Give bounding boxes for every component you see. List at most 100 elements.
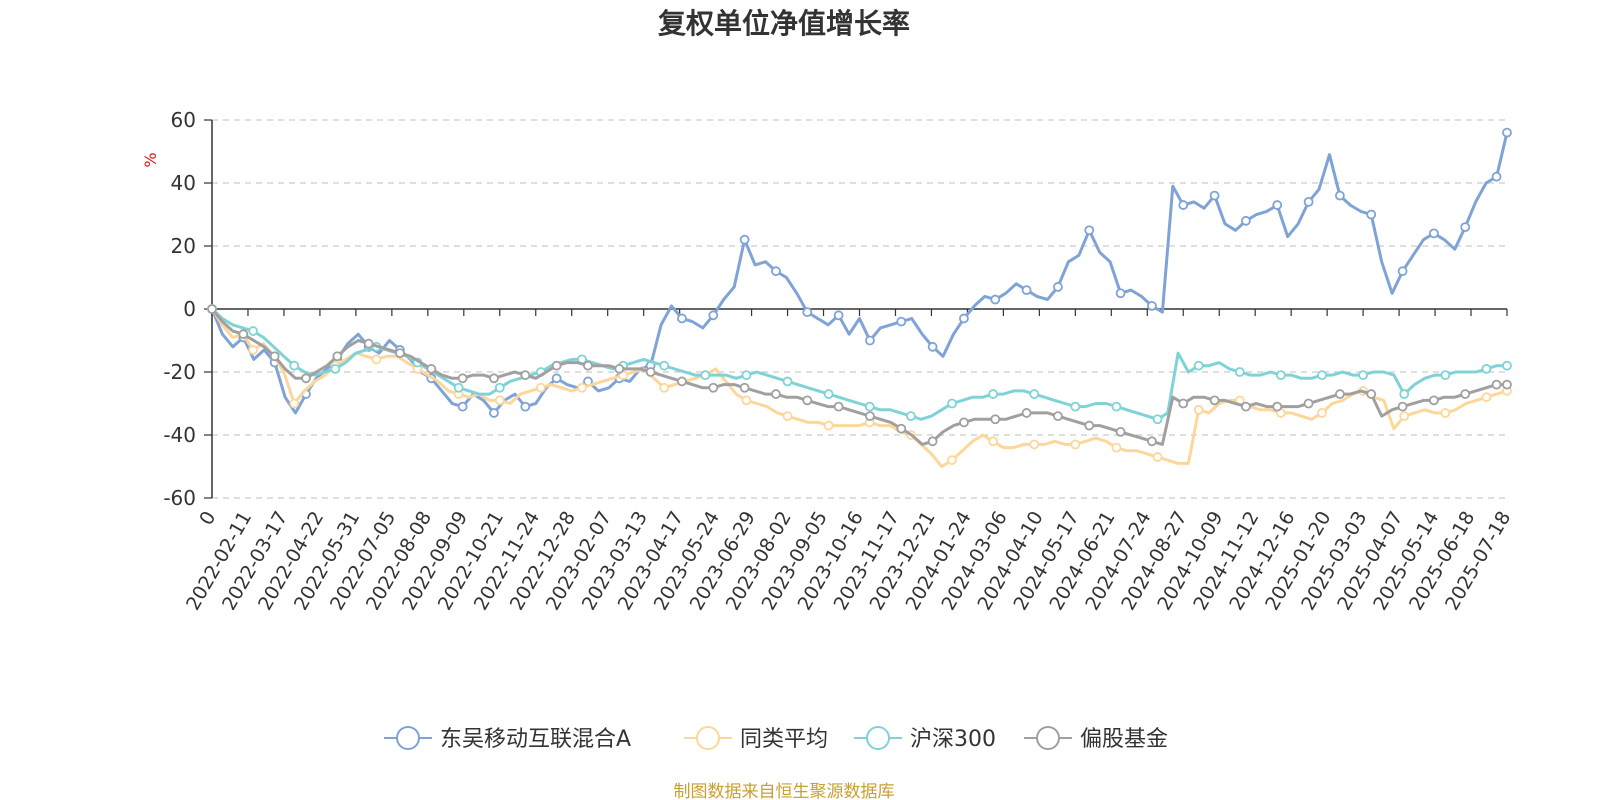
- series-point: [959, 417, 969, 428]
- legend-item-3[interactable]: 偏股基金: [1024, 726, 1168, 752]
- y-tick-label: 0: [183, 297, 196, 321]
- series-point: [1317, 370, 1327, 381]
- series-point: [708, 310, 719, 321]
- series-point: [1115, 426, 1126, 437]
- legend-marker: [396, 726, 420, 750]
- series-point: [905, 411, 916, 422]
- series-point: [1460, 389, 1471, 399]
- series-point: [520, 370, 531, 381]
- y-tick-label: -40: [163, 423, 196, 447]
- series-point: [771, 266, 781, 277]
- legend-label: 沪深300: [910, 727, 996, 752]
- series-point: [583, 360, 593, 371]
- legend[interactable]: 东吴移动互联混合A 同类平均 沪深300 偏股基金: [384, 726, 1168, 752]
- series-point: [1303, 398, 1314, 409]
- legend-item-2[interactable]: 沪深300: [854, 726, 996, 752]
- series-point: [927, 341, 938, 352]
- series-point: [248, 345, 259, 355]
- series-point: [1193, 404, 1204, 415]
- series-point: [823, 389, 834, 399]
- series-point: [551, 360, 562, 371]
- legend-item-0[interactable]: 东吴移动互联混合A: [384, 726, 631, 752]
- series-3: [207, 304, 1512, 447]
- legend-label: 偏股基金: [1080, 727, 1168, 752]
- legend-marker: [696, 726, 720, 750]
- series-point: [1178, 200, 1189, 210]
- x-axis-ticks: 02022-02-112022-03-172022-04-222022-05-3…: [182, 309, 1515, 614]
- series-point: [1084, 420, 1095, 431]
- legend-label: 同类平均: [740, 727, 828, 752]
- series-point: [771, 389, 781, 399]
- series-line: [210, 132, 1509, 415]
- series-point: [1234, 367, 1245, 377]
- series-point: [289, 398, 300, 409]
- y-tick-label: 40: [171, 171, 196, 195]
- series-point: [1502, 127, 1512, 138]
- series-point: [289, 360, 300, 371]
- series-point: [988, 436, 999, 447]
- legend-label: 东吴移动互联混合A: [440, 727, 631, 752]
- series-point: [833, 310, 844, 321]
- series-point: [1021, 408, 1032, 418]
- series-point: [494, 382, 505, 393]
- series-point: [248, 326, 259, 336]
- series-point: [1021, 285, 1032, 296]
- series-line: [210, 308, 1508, 468]
- series-point: [1275, 370, 1286, 381]
- y-axis-ticks: 60 40 20 0 -20 -40 -60: [163, 108, 212, 510]
- series-point: [1152, 414, 1163, 425]
- series-point: [457, 373, 468, 384]
- series-point: [865, 411, 875, 422]
- series-point: [1399, 389, 1410, 399]
- series-point: [489, 373, 499, 384]
- series-point: [1303, 196, 1314, 207]
- series-point: [708, 382, 719, 393]
- series-1: [207, 304, 1512, 468]
- series-point: [301, 373, 311, 384]
- series-point: [1399, 411, 1410, 422]
- series-point: [1241, 401, 1251, 412]
- source-note: 制图数据来自恒生聚源数据库: [674, 782, 895, 800]
- series-point: [1053, 282, 1063, 292]
- series-point: [823, 420, 834, 431]
- series-point: [1053, 411, 1063, 422]
- series-point: [927, 436, 938, 447]
- series-point: [741, 395, 752, 406]
- y-tick-label: -20: [163, 360, 196, 384]
- series-point: [896, 423, 907, 434]
- x-tick-label: 0: [195, 508, 220, 529]
- series-point: [782, 376, 793, 387]
- series-point: [238, 329, 249, 340]
- series-point: [947, 398, 957, 409]
- series-point: [551, 373, 562, 384]
- series-point: [741, 370, 752, 381]
- series-point: [1397, 266, 1408, 277]
- series-point: [1241, 215, 1251, 226]
- series-point: [988, 389, 999, 399]
- y-tick-label: 20: [171, 234, 196, 258]
- series-point: [1152, 452, 1163, 462]
- series-point: [1440, 370, 1451, 381]
- series-point: [1481, 363, 1492, 374]
- series-point: [1428, 395, 1439, 406]
- series-point: [1491, 379, 1502, 390]
- series-point: [395, 348, 405, 359]
- series-point: [1209, 395, 1220, 406]
- series-point: [330, 363, 341, 374]
- series-point: [739, 234, 750, 245]
- series-point: [1147, 436, 1157, 447]
- y-tick-label: 60: [171, 108, 196, 132]
- series-point: [1358, 370, 1369, 381]
- y-axis-unit: %: [141, 152, 160, 167]
- series-point: [1335, 389, 1345, 399]
- series-point: [426, 363, 437, 374]
- legend-marker: [866, 726, 890, 750]
- series-point: [659, 382, 670, 393]
- series-point: [947, 455, 957, 466]
- series-point: [1272, 401, 1283, 412]
- series-point: [489, 408, 499, 418]
- series-point: [535, 382, 546, 393]
- series-point: [1029, 439, 1040, 450]
- legend-item-1[interactable]: 同类平均: [684, 726, 828, 752]
